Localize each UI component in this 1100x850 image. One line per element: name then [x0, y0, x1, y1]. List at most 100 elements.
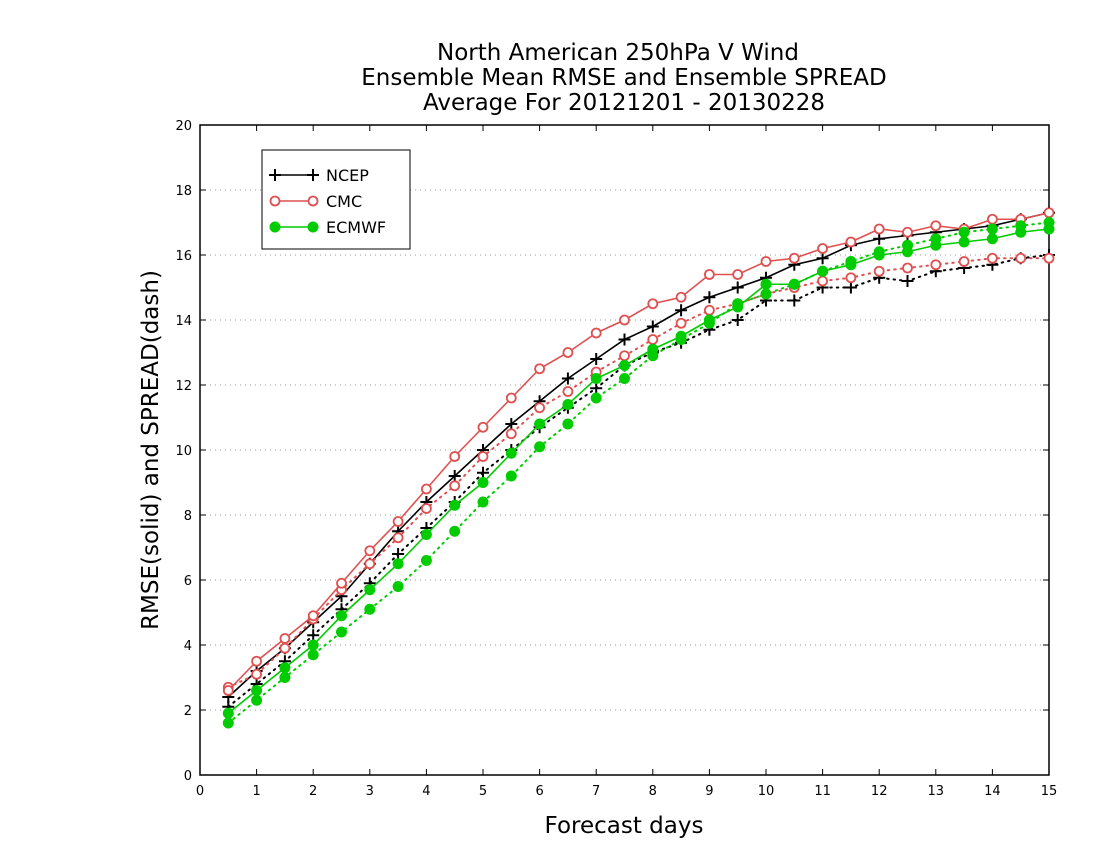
- ecmwf-spread-point: [562, 418, 574, 430]
- legend-marker-right-ecmwf: [307, 221, 319, 233]
- ncep-rmse-point: [646, 320, 659, 333]
- y-tick-label-12: 12: [175, 379, 192, 394]
- cmc-spread-point: [251, 668, 263, 680]
- ecmwf-rmse-point: [873, 249, 885, 261]
- cmc-rmse-point: [1043, 207, 1055, 219]
- plot-frame: [199, 124, 1050, 776]
- cmc-rmse-point: [704, 269, 715, 280]
- ecmwf-rmse-point: [222, 707, 234, 719]
- ecmwf-spread-point: [307, 649, 319, 661]
- cmc-rmse-point: [420, 483, 432, 495]
- ecmwf-rmse-point: [732, 301, 744, 313]
- ecmwf-spread-point: [364, 603, 376, 615]
- cmc-rmse-point: [675, 291, 687, 303]
- x-tick-label-0: 0: [196, 784, 204, 799]
- ecmwf-spread-point: [336, 626, 347, 638]
- ecmwf-rmse-point: [477, 477, 489, 488]
- ecmwf-rmse-point: [251, 685, 263, 696]
- ecmwf-rmse-point: [336, 610, 347, 622]
- cmc-rmse-point: [477, 421, 489, 433]
- cmc-spread-point: [505, 428, 517, 440]
- x-tick-label-15: 15: [1041, 784, 1058, 799]
- ecmwf-spread-point: [590, 392, 602, 404]
- ecmwf-spread-point: [222, 717, 234, 729]
- ncep-rmse-point: [505, 418, 518, 430]
- legend-marker-left-ncep: [269, 169, 281, 181]
- ncep-spread-point: [477, 466, 489, 479]
- ecmwf-rmse-point: [307, 639, 319, 651]
- cmc-spread-point: [902, 262, 913, 274]
- x-tick-label-13: 13: [928, 784, 945, 799]
- cmc-spread-point: [562, 386, 574, 397]
- ecmwf-rmse-point: [930, 239, 942, 251]
- legend-label-ecmwf: ECMWF: [326, 218, 386, 237]
- legend: NCEP CMC ECMWF: [261, 149, 411, 250]
- ncep-rmse-point: [816, 252, 829, 265]
- cmc-rmse-point: [392, 516, 404, 527]
- ecmwf-rmse-point: [986, 233, 998, 245]
- ecmwf-rmse-point: [1015, 226, 1027, 238]
- cmc-rmse-point: [845, 236, 857, 248]
- x-axis-label: Forecast days: [545, 813, 704, 839]
- cmc-spread-point: [1043, 252, 1055, 264]
- cmc-rmse-point: [873, 223, 885, 235]
- ecmwf-rmse-point: [449, 499, 461, 511]
- cmc-spread-point: [873, 265, 885, 277]
- ncep-rmse-point: [618, 333, 631, 346]
- cmc-rmse-point: [590, 327, 602, 339]
- ecmwf-rmse-point: [534, 418, 546, 430]
- cmc-rmse-point: [817, 243, 828, 254]
- ecmwf-rmse-line: [227, 228, 1050, 714]
- y-tick-label-14: 14: [175, 314, 192, 329]
- cmc-rmse-point: [251, 655, 263, 667]
- ncep-rmse-point: [675, 304, 688, 317]
- cmc-rmse-point: [987, 213, 998, 225]
- cmc-rmse-point: [902, 226, 913, 238]
- cmc-spread-point: [420, 503, 432, 514]
- x-tick-label-6: 6: [535, 784, 543, 799]
- cmc-rmse-point: [732, 269, 744, 280]
- ecmwf-rmse-point: [364, 584, 376, 596]
- ecmwf-rmse-point: [675, 330, 687, 342]
- cmc-spread-point: [449, 480, 461, 492]
- ncep-spread-point: [392, 548, 405, 560]
- x-tick-label-5: 5: [479, 784, 487, 799]
- ecmwf-spread-point: [477, 496, 489, 508]
- ncep-rmse-point: [590, 353, 603, 365]
- ecmwf-rmse-point: [958, 236, 970, 248]
- x-tick-label-8: 8: [649, 784, 657, 799]
- ecmwf-spread-point: [420, 555, 432, 566]
- ncep-rmse-point: [873, 232, 886, 245]
- cmc-spread-point: [1015, 252, 1027, 264]
- cmc-rmse-point: [364, 545, 376, 557]
- ecmwf-rmse-point: [562, 399, 574, 410]
- y-axis-label: RMSE(solid) and SPREAD(dash): [138, 270, 164, 630]
- cmc-spread-point: [477, 451, 489, 462]
- ecmwf-rmse-point: [420, 529, 432, 540]
- title-line-2: Ensemble Mean RMSE and Ensemble SPREAD: [361, 65, 886, 91]
- ecmwf-rmse-point: [619, 360, 630, 371]
- y-tick-label-8: 8: [184, 509, 192, 524]
- y-tick-label-6: 6: [184, 574, 192, 589]
- ncep-spread-point: [307, 629, 320, 642]
- ecmwf-spread-point: [279, 672, 291, 683]
- series-layer: [222, 206, 1055, 729]
- cmc-spread-point: [279, 642, 291, 654]
- cmc-rmse-point: [279, 633, 291, 644]
- x-tick-label-11: 11: [814, 784, 831, 799]
- x-tick-label-9: 9: [705, 784, 713, 799]
- y-tick-label-4: 4: [184, 639, 192, 654]
- ecmwf-rmse-point: [845, 259, 857, 271]
- cmc-rmse-point: [760, 256, 772, 267]
- x-tick-label-10: 10: [758, 784, 775, 799]
- cmc-rmse-point: [647, 298, 659, 310]
- ncep-rmse-point: [561, 372, 574, 385]
- ncep-spread-point: [788, 294, 801, 307]
- legend-marker-left-cmc: [269, 195, 281, 207]
- cmc-spread-point: [845, 272, 857, 284]
- chart-title: North American 250hPa V Wind Ensemble Me…: [361, 40, 886, 116]
- legend-marker-right-cmc: [307, 195, 319, 207]
- cmc-spread-point: [534, 402, 545, 414]
